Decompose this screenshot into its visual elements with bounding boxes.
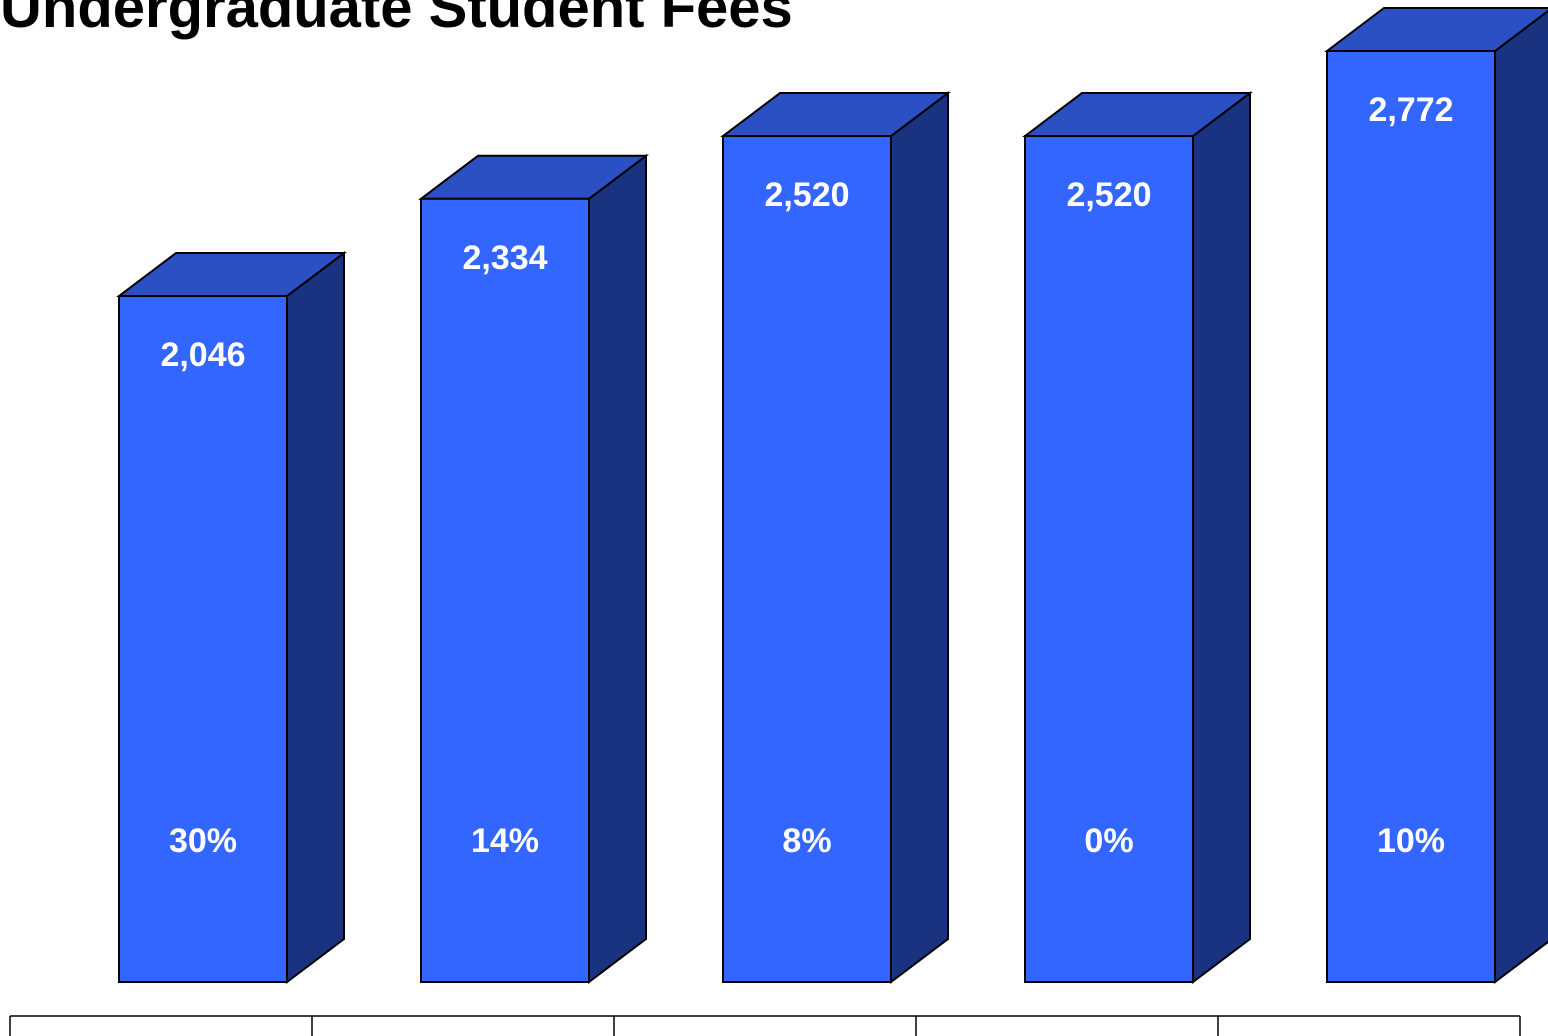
bar-2: 2,334 14% [418,153,649,985]
bar-front-face [1024,135,1194,983]
bar-side-face [1494,9,1548,985]
bar-side-face [890,91,949,985]
bar-5: 2,772 10% [1324,7,1548,985]
bar-front-face [118,295,288,983]
bar-value-label: 2,334 [462,239,547,277]
bar-value-label: 2,520 [764,176,849,214]
bar-1: 2,046 30% [116,250,347,985]
bars-layer: 2,046 30% 2,334 14% 2,520 8% 2,520 0% 2,772 10% [116,7,1548,985]
bar-front-face [1326,50,1496,983]
bar-change-label: 0% [1084,822,1133,860]
bar-4: 2,520 0% [1022,91,1253,985]
bar-change-label: 8% [782,822,831,860]
category-axis-table [9,1015,1521,1036]
bar-value-label: 2,520 [1066,176,1151,214]
bar-front-face [420,197,590,983]
bar-side-face [1192,91,1251,985]
bar-value-label: 2,046 [160,336,245,374]
bar-front-face [722,135,892,983]
bar-side-face [286,250,345,985]
bar-change-label: 14% [471,822,539,860]
bar-3: 2,520 8% [720,91,951,985]
bar-change-label: 10% [1377,822,1445,860]
chart-title: Undergraduate Student Fees [0,0,793,40]
bar-value-label: 2,772 [1368,91,1453,129]
bar-change-label: 30% [169,822,237,860]
bar-side-face [588,153,647,985]
